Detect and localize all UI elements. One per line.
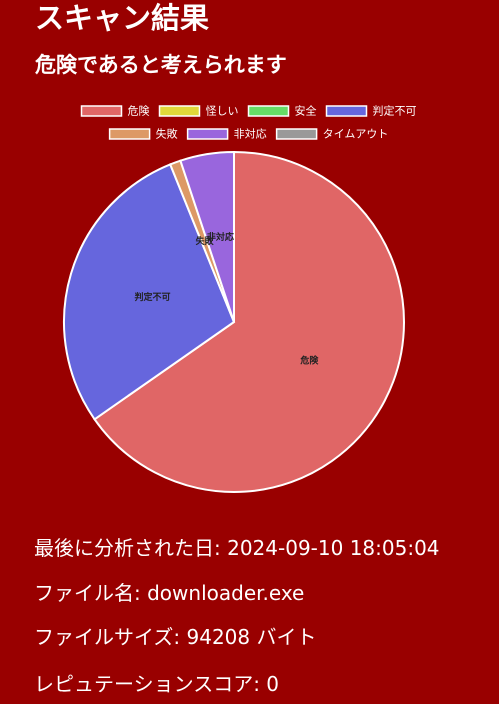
legend-item: 非対応 <box>186 127 267 141</box>
slice-label: 判定不可 <box>135 291 171 303</box>
slice-label: 失敗 <box>196 235 215 247</box>
legend-label: タイムアウト <box>323 128 389 141</box>
legend-swatch <box>275 128 318 140</box>
file-name-label: ファイル名: <box>34 581 148 605</box>
reputation-line: レピュテーションスコア: 0 <box>34 670 279 698</box>
last-analyzed-value: 2024-09-10 18:05:04 <box>227 536 440 560</box>
slice-label: 非対応 <box>207 231 234 243</box>
pie-slice <box>63 163 236 421</box>
pie-slice <box>179 150 235 323</box>
legend-label: 判定不可 <box>373 104 417 118</box>
page-subtitle: 危険であると考えられます <box>35 53 287 77</box>
slice-label: 危険 <box>299 354 319 366</box>
last-analyzed-line: 最後に分析された日: 2024-09-10 18:05:04 <box>34 534 440 562</box>
legend-item: 安全 <box>247 104 317 118</box>
legend-swatch <box>158 105 201 117</box>
file-name-value: downloader.exe <box>147 581 305 605</box>
reputation-value: 0 <box>266 672 280 696</box>
legend-item: 危険 <box>80 105 150 118</box>
last-analyzed-label: 最後に分析された日: <box>34 536 228 560</box>
legend-item: タイムアウト <box>275 128 389 141</box>
legend-label: 怪しい <box>206 104 239 118</box>
legend-swatch <box>186 128 229 140</box>
legend-swatch <box>108 128 151 140</box>
file-size-label: ファイルサイズ: <box>34 625 187 649</box>
page-title: スキャン結果 <box>35 1 210 35</box>
legend-label: 安全 <box>295 104 317 118</box>
legend-label: 非対応 <box>234 127 267 141</box>
legend-item: 失敗 <box>108 127 178 141</box>
legend-label: 失敗 <box>156 127 178 141</box>
legend-swatch <box>80 105 123 117</box>
pie-slice <box>93 150 405 493</box>
legend-item: 判定不可 <box>325 104 417 118</box>
legend-swatch <box>325 105 368 117</box>
legend-label: 危険 <box>128 105 150 118</box>
file-size-value: 94208 バイト <box>186 625 317 649</box>
file-name-line: ファイル名: downloader.exe <box>34 579 304 607</box>
pie <box>63 150 405 493</box>
reputation-label: レピュテーションスコア: <box>34 672 267 696</box>
legend-item: 怪しい <box>158 104 239 118</box>
file-size-line: ファイルサイズ: 94208 バイト <box>34 623 316 651</box>
legend-swatch <box>247 105 290 117</box>
